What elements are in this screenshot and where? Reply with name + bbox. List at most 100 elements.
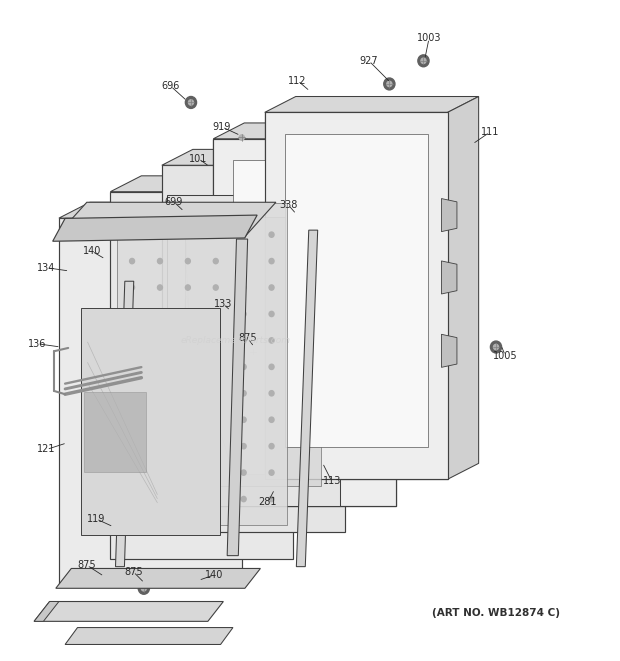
Circle shape	[103, 578, 108, 583]
Text: 113: 113	[322, 476, 341, 486]
Circle shape	[269, 285, 274, 290]
Text: 101: 101	[189, 153, 208, 164]
Circle shape	[249, 347, 257, 356]
Polygon shape	[265, 112, 448, 479]
Polygon shape	[285, 134, 428, 447]
Polygon shape	[65, 627, 233, 644]
Circle shape	[185, 258, 190, 264]
Text: 111: 111	[480, 127, 499, 137]
Polygon shape	[53, 215, 257, 241]
Circle shape	[418, 55, 429, 67]
Circle shape	[269, 417, 274, 422]
Polygon shape	[441, 198, 457, 231]
Text: (ART NO. WB12874 C): (ART NO. WB12874 C)	[432, 608, 560, 619]
Circle shape	[185, 285, 190, 290]
Circle shape	[100, 574, 111, 586]
Polygon shape	[162, 165, 345, 532]
Circle shape	[269, 470, 274, 475]
Polygon shape	[110, 176, 324, 192]
Polygon shape	[115, 281, 134, 566]
Circle shape	[157, 258, 162, 264]
Polygon shape	[265, 97, 479, 112]
Circle shape	[130, 338, 135, 343]
Circle shape	[130, 470, 135, 475]
Text: 136: 136	[28, 338, 46, 349]
Polygon shape	[441, 261, 457, 294]
Polygon shape	[110, 192, 293, 559]
Polygon shape	[117, 203, 287, 525]
Text: 875: 875	[239, 333, 257, 344]
Polygon shape	[441, 334, 457, 368]
Circle shape	[157, 364, 162, 369]
Circle shape	[269, 258, 274, 264]
Circle shape	[130, 417, 135, 422]
Circle shape	[130, 496, 135, 502]
Circle shape	[241, 364, 246, 369]
Circle shape	[213, 285, 218, 290]
Circle shape	[269, 338, 274, 343]
Circle shape	[269, 232, 274, 237]
Circle shape	[241, 470, 246, 475]
Circle shape	[213, 232, 218, 237]
Circle shape	[185, 470, 190, 475]
Circle shape	[269, 496, 274, 502]
Polygon shape	[265, 112, 448, 479]
Text: 699: 699	[164, 196, 183, 207]
Circle shape	[421, 58, 426, 63]
Circle shape	[130, 285, 135, 290]
Circle shape	[269, 364, 274, 369]
Polygon shape	[34, 602, 59, 621]
Polygon shape	[185, 217, 321, 486]
Polygon shape	[213, 123, 427, 139]
Circle shape	[241, 285, 246, 290]
Polygon shape	[213, 139, 396, 506]
Circle shape	[130, 232, 135, 237]
Circle shape	[213, 444, 218, 449]
Circle shape	[213, 258, 218, 264]
Polygon shape	[296, 230, 317, 566]
Circle shape	[157, 285, 162, 290]
Polygon shape	[448, 97, 479, 479]
Circle shape	[185, 311, 190, 317]
Text: 140: 140	[205, 570, 223, 580]
Polygon shape	[227, 239, 247, 556]
Polygon shape	[59, 202, 273, 218]
Circle shape	[130, 391, 135, 396]
Circle shape	[213, 496, 218, 502]
Circle shape	[490, 341, 502, 353]
Circle shape	[241, 417, 246, 422]
Circle shape	[213, 470, 218, 475]
Circle shape	[185, 364, 190, 369]
Circle shape	[130, 444, 135, 449]
Text: 133: 133	[214, 299, 232, 309]
Circle shape	[384, 78, 395, 90]
Circle shape	[130, 364, 135, 369]
Circle shape	[241, 232, 246, 237]
Text: 281: 281	[259, 497, 277, 508]
Circle shape	[185, 391, 190, 396]
Circle shape	[157, 311, 162, 317]
Circle shape	[269, 311, 274, 317]
Circle shape	[241, 338, 246, 343]
Text: 696: 696	[161, 81, 180, 91]
Circle shape	[241, 496, 246, 502]
Polygon shape	[213, 139, 396, 506]
Text: 927: 927	[360, 56, 378, 66]
Circle shape	[138, 582, 149, 594]
Circle shape	[130, 258, 135, 264]
Polygon shape	[233, 160, 376, 474]
Circle shape	[251, 350, 255, 354]
Circle shape	[130, 311, 135, 317]
Circle shape	[157, 232, 162, 237]
Circle shape	[269, 444, 274, 449]
Circle shape	[157, 391, 162, 396]
Circle shape	[387, 81, 392, 87]
Circle shape	[241, 444, 246, 449]
Polygon shape	[56, 568, 260, 588]
Circle shape	[269, 391, 274, 396]
Circle shape	[157, 470, 162, 475]
Text: 112: 112	[288, 75, 307, 86]
Polygon shape	[167, 194, 340, 506]
Text: 919: 919	[213, 122, 231, 132]
Circle shape	[185, 338, 190, 343]
